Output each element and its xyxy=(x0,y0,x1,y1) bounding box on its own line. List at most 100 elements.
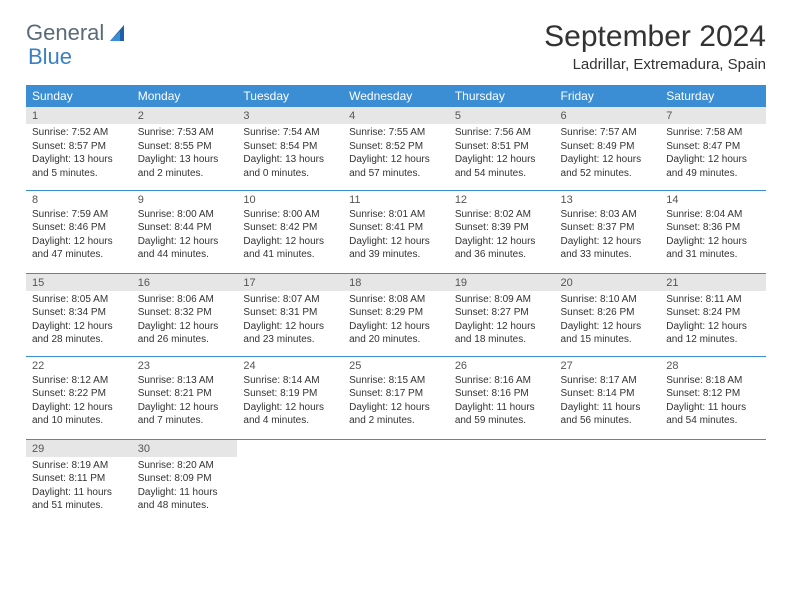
calendar-cell: 28Sunrise: 8:18 AMSunset: 8:12 PMDayligh… xyxy=(660,356,766,439)
day-number: 29 xyxy=(26,440,132,457)
cell-sunrise: Sunrise: 8:19 AM xyxy=(32,459,126,473)
day-number: 9 xyxy=(138,194,232,206)
cell-day2: and 0 minutes. xyxy=(243,167,337,181)
calendar-cell xyxy=(449,439,555,522)
cell-day2: and 2 minutes. xyxy=(138,167,232,181)
cell-sunrise: Sunrise: 8:08 AM xyxy=(349,293,443,307)
calendar-cell: 8Sunrise: 7:59 AMSunset: 8:46 PMDaylight… xyxy=(26,190,132,273)
cell-sunset: Sunset: 8:24 PM xyxy=(666,306,760,320)
calendar-cell: 4Sunrise: 7:55 AMSunset: 8:52 PMDaylight… xyxy=(343,107,449,190)
cell-sunrise: Sunrise: 7:58 AM xyxy=(666,126,760,140)
cell-day1: Daylight: 12 hours xyxy=(561,153,655,167)
day-number: 12 xyxy=(455,194,549,206)
cell-day1: Daylight: 12 hours xyxy=(349,235,443,249)
day-number: 3 xyxy=(237,107,343,124)
cell-sunset: Sunset: 8:27 PM xyxy=(455,306,549,320)
cell-day2: and 39 minutes. xyxy=(349,248,443,262)
cell-day2: and 4 minutes. xyxy=(243,414,337,428)
calendar-cell xyxy=(555,439,661,522)
day-header: Friday xyxy=(555,85,661,107)
cell-sunrise: Sunrise: 7:52 AM xyxy=(32,126,126,140)
cell-sunrise: Sunrise: 8:03 AM xyxy=(561,208,655,222)
calendar-cell xyxy=(343,439,449,522)
calendar-cell: 13Sunrise: 8:03 AMSunset: 8:37 PMDayligh… xyxy=(555,190,661,273)
cell-day1: Daylight: 12 hours xyxy=(32,320,126,334)
cell-sunrise: Sunrise: 7:53 AM xyxy=(138,126,232,140)
calendar-cell xyxy=(660,439,766,522)
cell-day1: Daylight: 12 hours xyxy=(32,235,126,249)
logo-text-2: Blue xyxy=(28,44,72,69)
day-number: 16 xyxy=(132,274,238,291)
calendar-cell: 12Sunrise: 8:02 AMSunset: 8:39 PMDayligh… xyxy=(449,190,555,273)
cell-day2: and 26 minutes. xyxy=(138,333,232,347)
day-header: Sunday xyxy=(26,85,132,107)
day-number: 13 xyxy=(561,194,655,206)
cell-sunset: Sunset: 8:41 PM xyxy=(349,221,443,235)
cell-day1: Daylight: 12 hours xyxy=(243,320,337,334)
month-title: September 2024 xyxy=(544,20,766,54)
cell-sunset: Sunset: 8:31 PM xyxy=(243,306,337,320)
cell-day1: Daylight: 12 hours xyxy=(138,401,232,415)
calendar-cell: 6Sunrise: 7:57 AMSunset: 8:49 PMDaylight… xyxy=(555,107,661,190)
cell-sunrise: Sunrise: 8:14 AM xyxy=(243,374,337,388)
calendar-cell: 3Sunrise: 7:54 AMSunset: 8:54 PMDaylight… xyxy=(237,107,343,190)
cell-day1: Daylight: 12 hours xyxy=(243,235,337,249)
cell-day2: and 54 minutes. xyxy=(666,414,760,428)
cell-sunrise: Sunrise: 8:07 AM xyxy=(243,293,337,307)
day-number: 28 xyxy=(666,360,760,372)
day-number: 25 xyxy=(349,360,443,372)
cell-day1: Daylight: 12 hours xyxy=(455,320,549,334)
day-header: Saturday xyxy=(660,85,766,107)
cell-sunrise: Sunrise: 7:55 AM xyxy=(349,126,443,140)
day-number: 8 xyxy=(32,194,126,206)
cell-day1: Daylight: 12 hours xyxy=(138,235,232,249)
cell-day1: Daylight: 12 hours xyxy=(349,153,443,167)
location: Ladrillar, Extremadura, Spain xyxy=(544,56,766,73)
calendar-cell: 26Sunrise: 8:16 AMSunset: 8:16 PMDayligh… xyxy=(449,356,555,439)
cell-sunrise: Sunrise: 8:00 AM xyxy=(243,208,337,222)
cell-day1: Daylight: 12 hours xyxy=(349,401,443,415)
cell-day2: and 2 minutes. xyxy=(349,414,443,428)
calendar-table: Sunday Monday Tuesday Wednesday Thursday… xyxy=(26,85,766,522)
cell-day1: Daylight: 11 hours xyxy=(561,401,655,415)
day-header: Thursday xyxy=(449,85,555,107)
day-number: 17 xyxy=(237,274,343,291)
cell-sunset: Sunset: 8:29 PM xyxy=(349,306,443,320)
cell-sunset: Sunset: 8:44 PM xyxy=(138,221,232,235)
cell-day1: Daylight: 12 hours xyxy=(561,235,655,249)
cell-sunset: Sunset: 8:52 PM xyxy=(349,140,443,154)
cell-day1: Daylight: 11 hours xyxy=(138,486,232,500)
day-header: Monday xyxy=(132,85,238,107)
cell-sunrise: Sunrise: 8:05 AM xyxy=(32,293,126,307)
cell-day2: and 57 minutes. xyxy=(349,167,443,181)
day-header: Tuesday xyxy=(237,85,343,107)
cell-day2: and 51 minutes. xyxy=(32,499,126,513)
title-block: September 2024 Ladrillar, Extremadura, S… xyxy=(544,20,766,73)
calendar-week: 29 Sunrise: 8:19 AMSunset: 8:11 PM Dayligh… xyxy=(26,439,766,522)
cell-sunrise: Sunrise: 7:54 AM xyxy=(243,126,337,140)
cell-day2: and 44 minutes. xyxy=(138,248,232,262)
cell-sunset: Sunset: 8:42 PM xyxy=(243,221,337,235)
cell-day2: and 5 minutes. xyxy=(32,167,126,181)
calendar-cell: 7Sunrise: 7:58 AMSunset: 8:47 PMDaylight… xyxy=(660,107,766,190)
day-number: 26 xyxy=(455,360,549,372)
calendar-cell: 10Sunrise: 8:00 AMSunset: 8:42 PMDayligh… xyxy=(237,190,343,273)
header: General September 2024 Ladrillar, Extrem… xyxy=(26,20,766,73)
cell-sunset: Sunset: 8:11 PM xyxy=(32,472,126,486)
cell-day2: and 20 minutes. xyxy=(349,333,443,347)
cell-day2: and 49 minutes. xyxy=(666,167,760,181)
cell-day1: Daylight: 12 hours xyxy=(455,153,549,167)
calendar-cell: 1Sunrise: 7:52 AMSunset: 8:57 PMDaylight… xyxy=(26,107,132,190)
day-number: 27 xyxy=(561,360,655,372)
cell-day2: and 59 minutes. xyxy=(455,414,549,428)
day-number: 1 xyxy=(26,107,132,124)
cell-day2: and 48 minutes. xyxy=(138,499,232,513)
cell-day2: and 47 minutes. xyxy=(32,248,126,262)
cell-sunrise: Sunrise: 8:02 AM xyxy=(455,208,549,222)
cell-day2: and 33 minutes. xyxy=(561,248,655,262)
cell-day1: Daylight: 12 hours xyxy=(32,401,126,415)
cell-sunrise: Sunrise: 8:01 AM xyxy=(349,208,443,222)
day-header: Wednesday xyxy=(343,85,449,107)
calendar-week: 22Sunrise: 8:12 AMSunset: 8:22 PMDayligh… xyxy=(26,356,766,439)
cell-sunrise: Sunrise: 8:09 AM xyxy=(455,293,549,307)
